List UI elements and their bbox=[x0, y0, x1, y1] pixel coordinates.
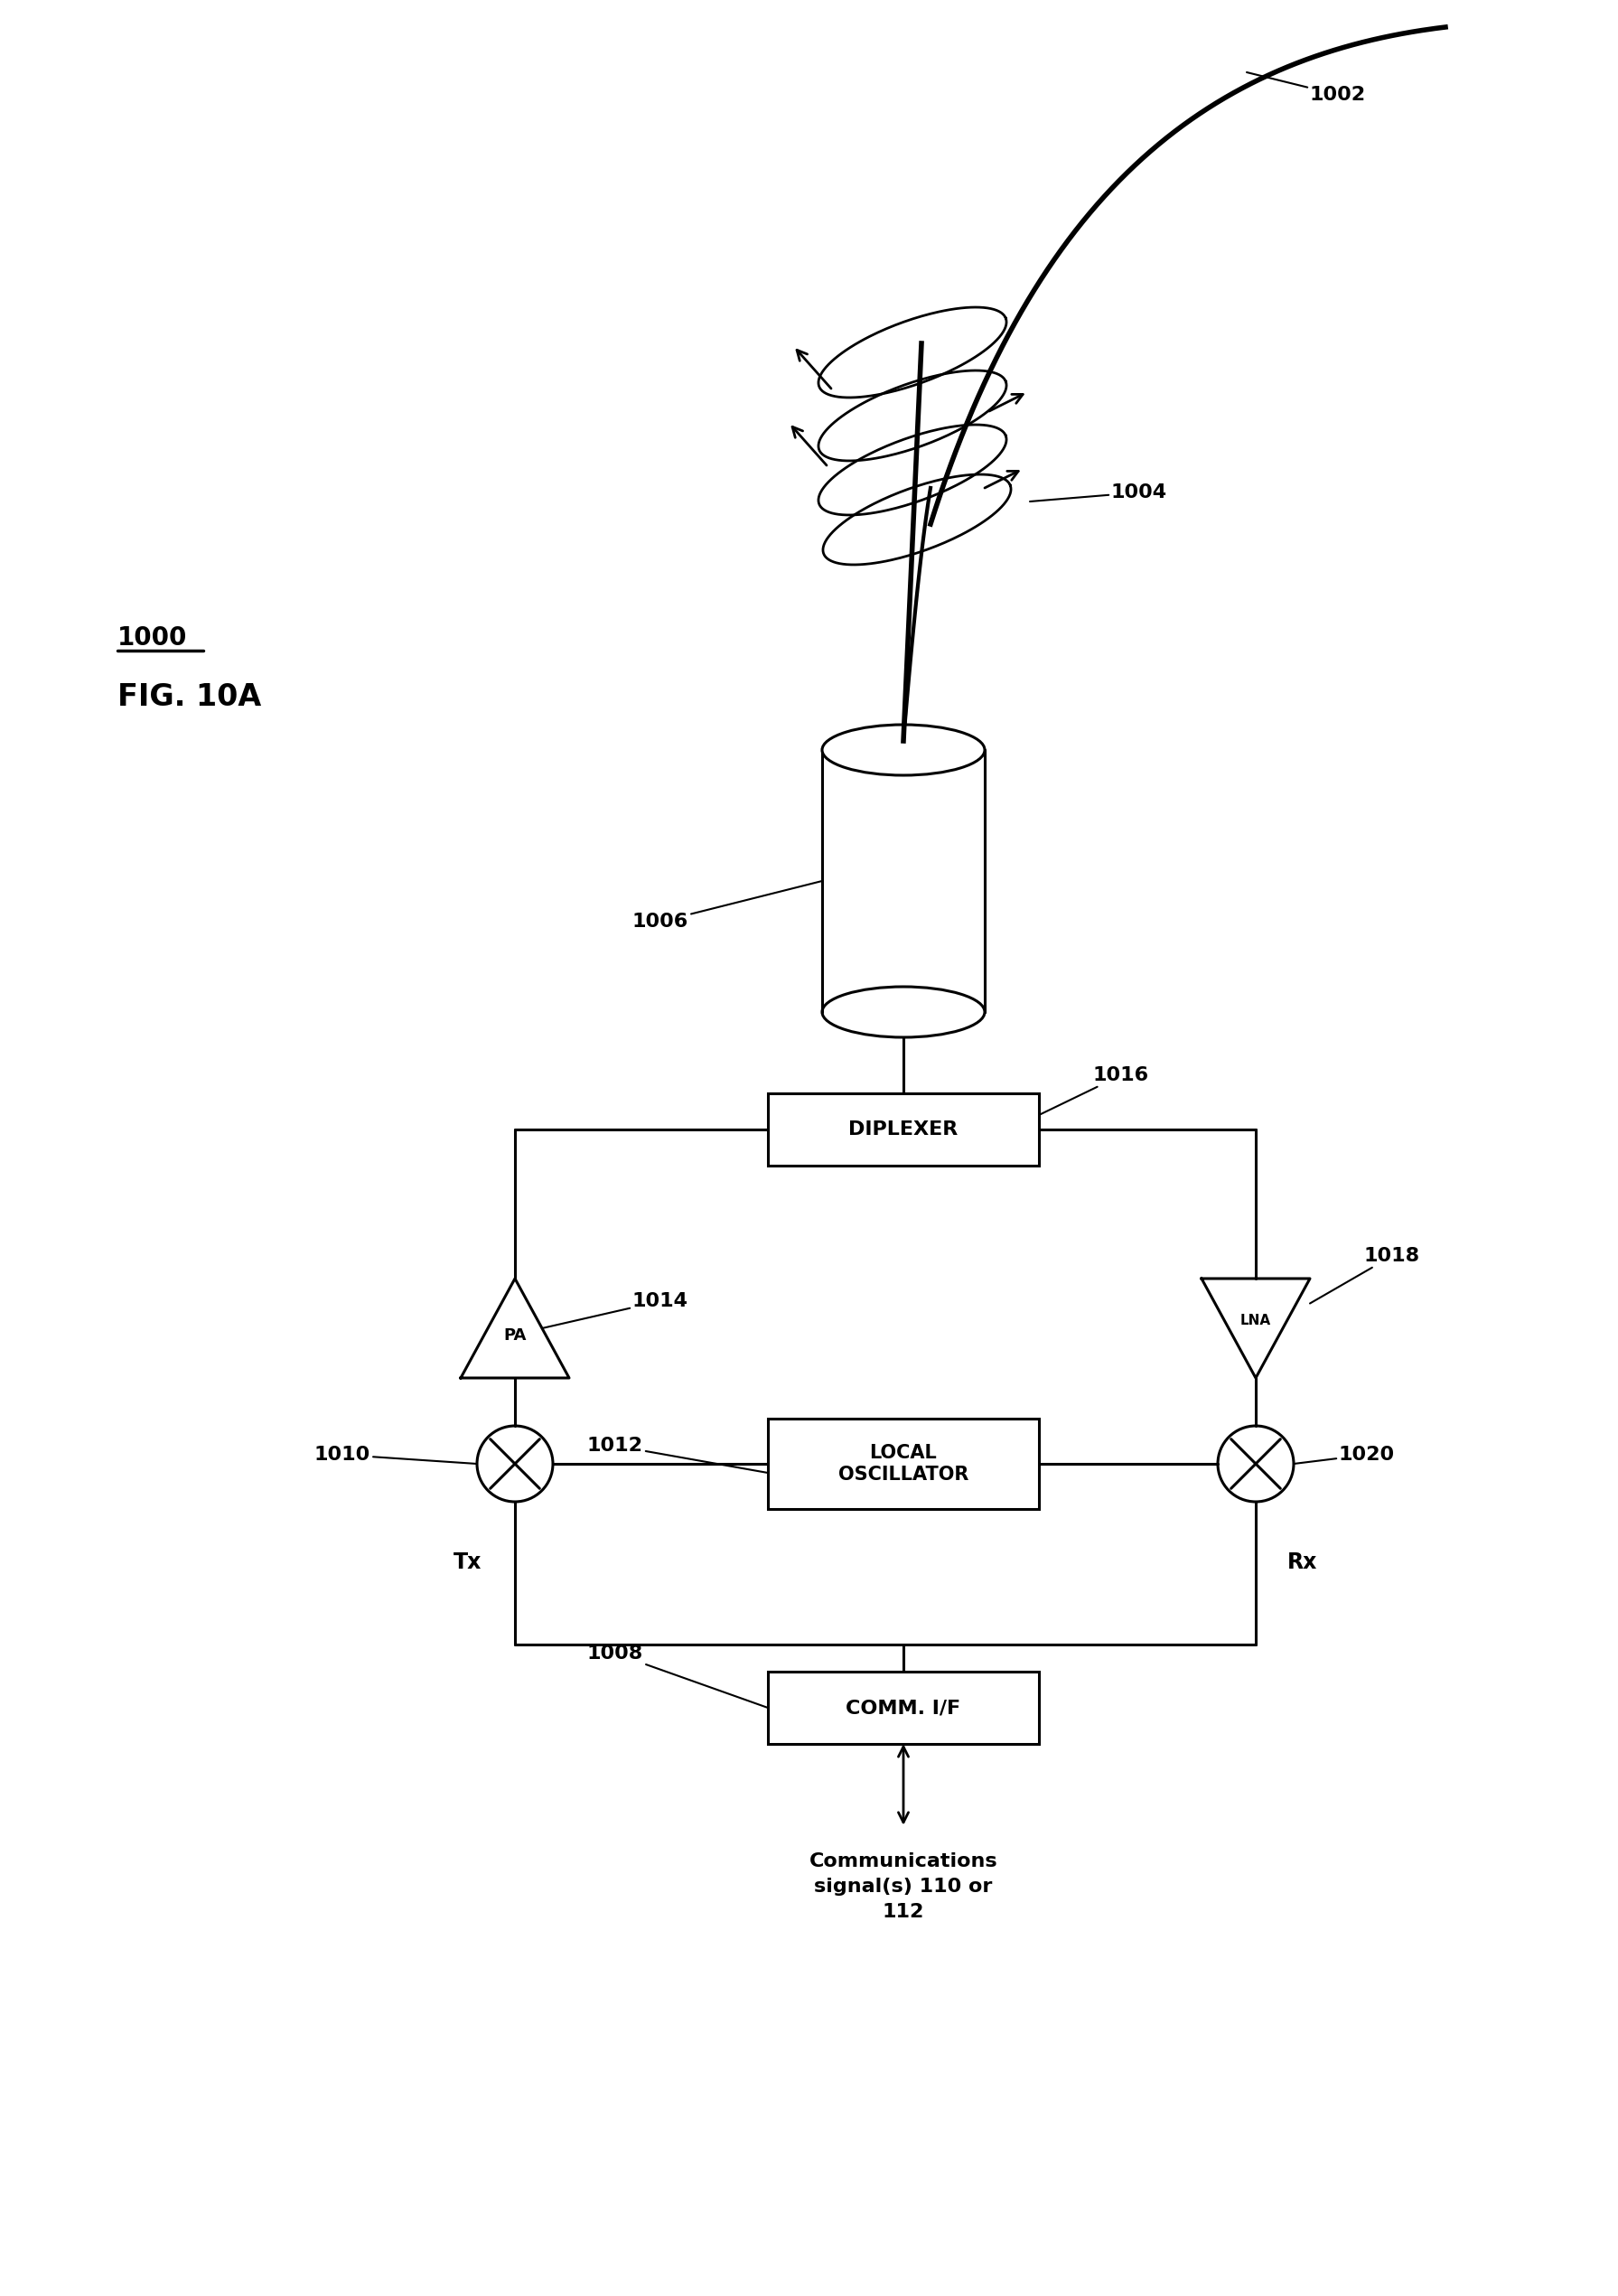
Ellipse shape bbox=[822, 726, 985, 776]
Text: 1012: 1012 bbox=[587, 1437, 769, 1472]
Text: 1014: 1014 bbox=[542, 1293, 688, 1329]
Bar bbox=[769, 1419, 1039, 1508]
Text: 1008: 1008 bbox=[587, 1644, 769, 1708]
Text: Rx: Rx bbox=[1288, 1552, 1317, 1573]
Text: FIG. 10A: FIG. 10A bbox=[118, 682, 262, 712]
Text: Communications
signal(s) 110 or
112: Communications signal(s) 110 or 112 bbox=[809, 1853, 998, 1922]
Text: 1016: 1016 bbox=[1039, 1065, 1149, 1116]
Bar bbox=[769, 1671, 1039, 1745]
Text: LNA: LNA bbox=[1241, 1313, 1272, 1327]
Text: 1006: 1006 bbox=[633, 882, 822, 930]
Text: 1000: 1000 bbox=[118, 625, 188, 650]
Text: 1010: 1010 bbox=[314, 1446, 477, 1465]
Bar bbox=[822, 751, 985, 1013]
Text: 1004: 1004 bbox=[1031, 484, 1167, 501]
Text: 1020: 1020 bbox=[1294, 1446, 1395, 1465]
Text: 1018: 1018 bbox=[1311, 1247, 1421, 1304]
Text: 1002: 1002 bbox=[1247, 71, 1366, 103]
Text: PA: PA bbox=[503, 1327, 526, 1343]
Text: Tx: Tx bbox=[453, 1552, 482, 1573]
Text: COMM. I/F: COMM. I/F bbox=[846, 1699, 961, 1717]
Text: LOCAL
OSCILLATOR: LOCAL OSCILLATOR bbox=[838, 1444, 969, 1483]
Bar bbox=[769, 1093, 1039, 1166]
Text: DIPLEXER: DIPLEXER bbox=[848, 1120, 958, 1139]
